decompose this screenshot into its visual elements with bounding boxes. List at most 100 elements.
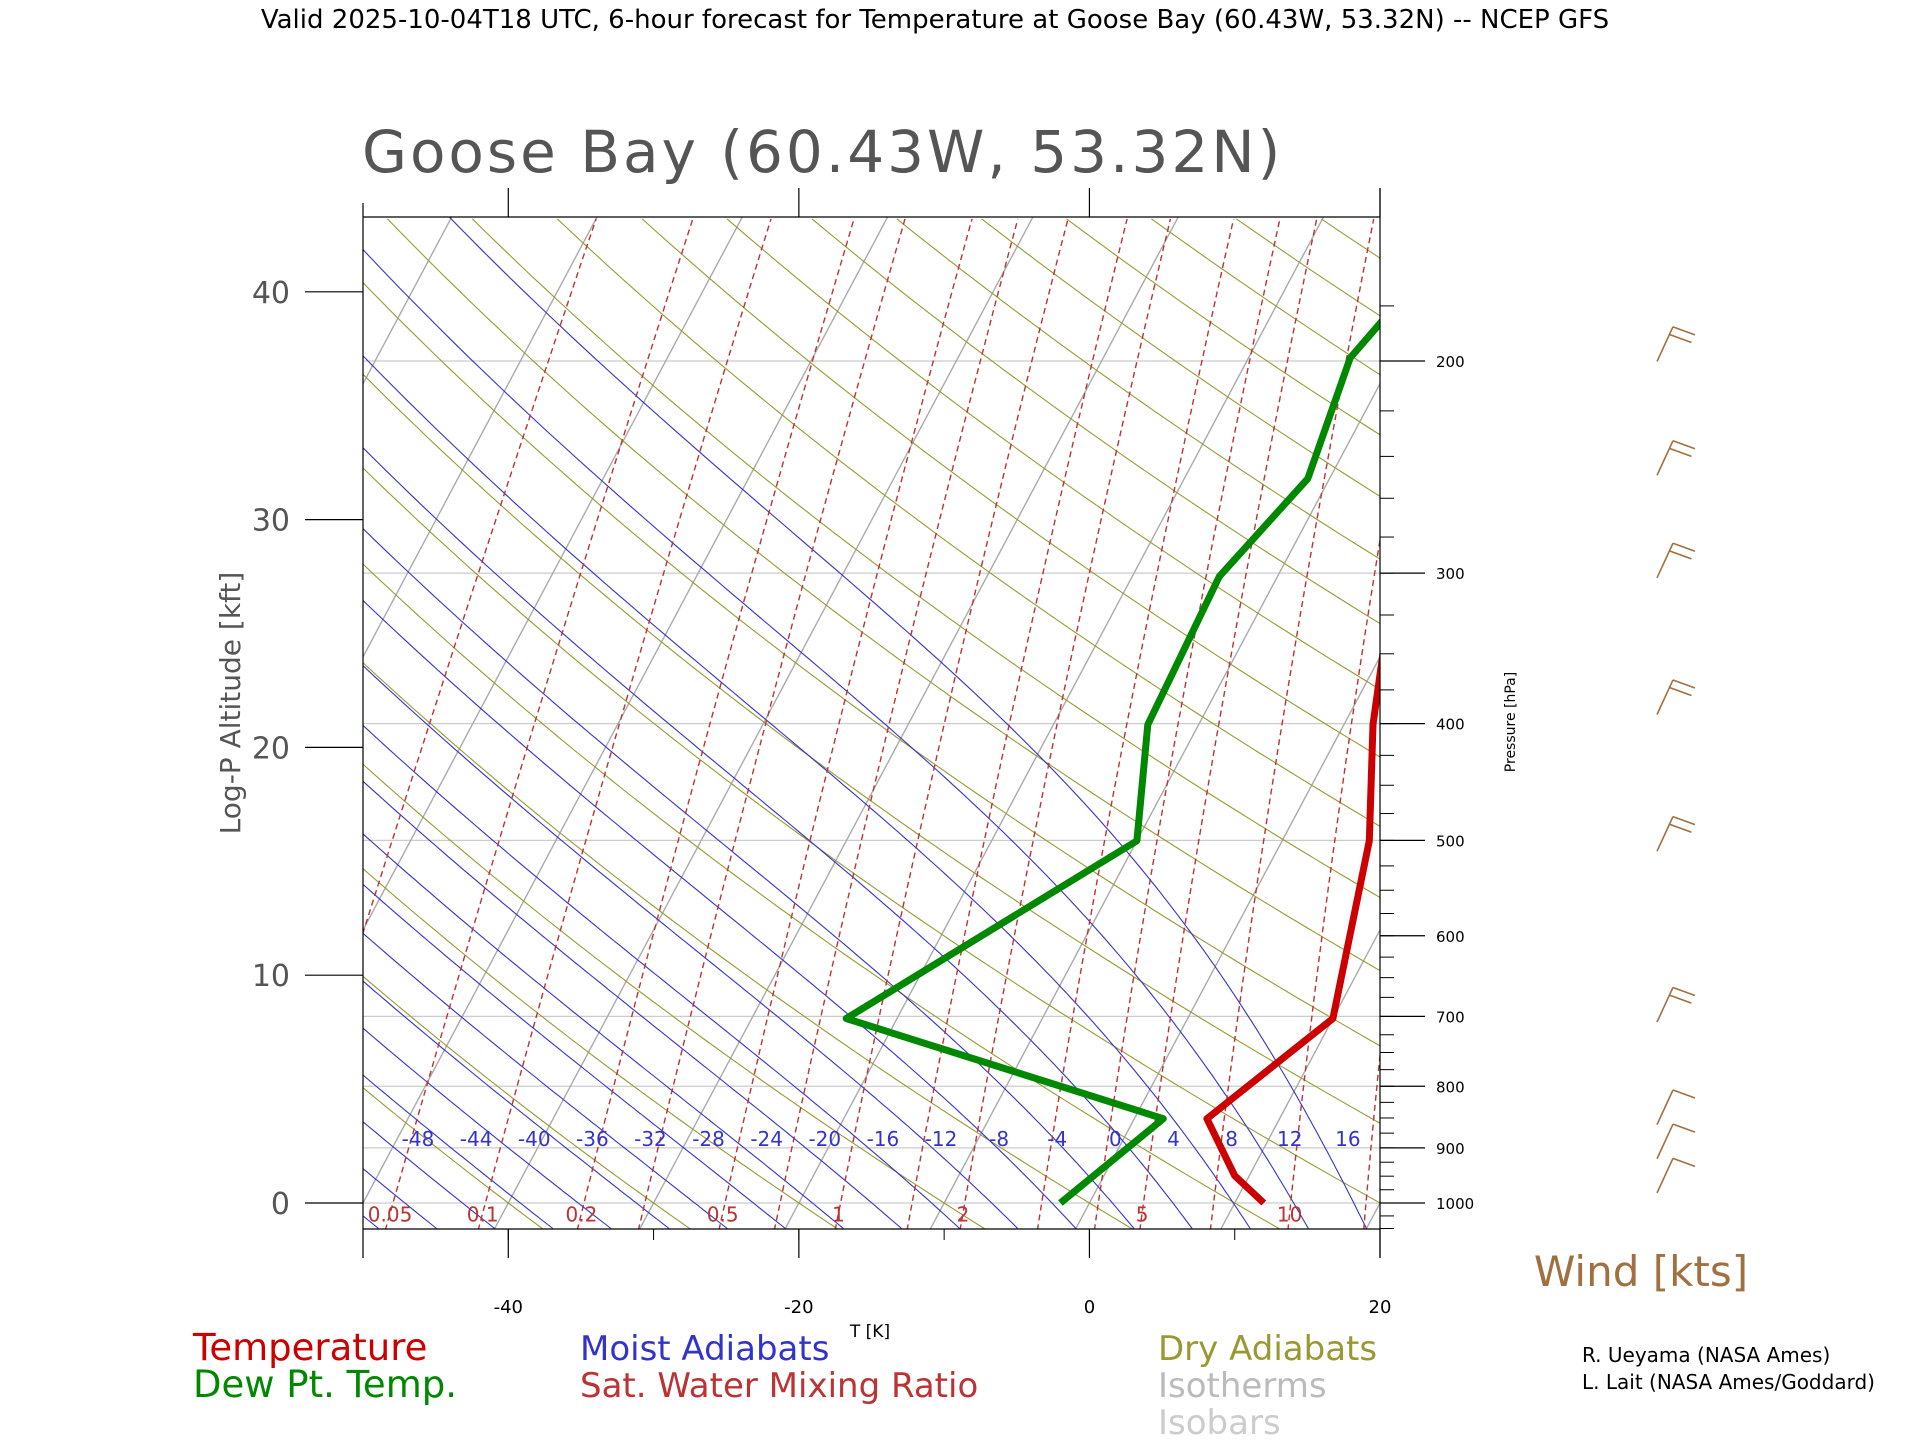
moist-adiabat-label: 12 [1277, 1127, 1302, 1151]
dry-adiabat-line [1066, 218, 1380, 436]
isotherm-line [1074, 655, 1380, 1229]
dry-adiabat-line [811, 218, 1380, 625]
mixing-ratio-lines [363, 218, 1380, 1229]
moist-adiabat-label: -32 [634, 1127, 667, 1151]
wind-barb-staff [1656, 1157, 1674, 1194]
wind-barb-flag [1672, 1089, 1696, 1099]
moist-adiabat-label: -20 [808, 1127, 841, 1151]
mixing-ratio-label: 10 [1277, 1202, 1302, 1226]
isotherm-line [929, 382, 1380, 1229]
background-labels: -48 -44 -40 -36 -32 -28 -24 -20 -16 -12 -8 -4 0 4 8 12 1… [368, 1127, 1361, 1226]
y-tick-label: 10 [252, 959, 290, 994]
dry-adiabat-line [363, 467, 1380, 1204]
isotherm-line [0, 178, 327, 1249]
background-lines [0, 167, 1920, 1249]
x-tick-label: -40 [494, 1297, 523, 1318]
moist-adiabat-line [363, 980, 670, 1229]
dry-adiabat-line [1151, 218, 1380, 376]
dry-adiabat-line [363, 563, 1281, 1229]
mixing-ratio-line [363, 218, 597, 936]
moist-adiabat-line [363, 1027, 612, 1229]
dry-adiabat-line [387, 218, 1380, 972]
mixing-ratio-line [1036, 218, 1235, 1229]
mixing-ratio-label: 1 [832, 1202, 845, 1226]
moist-adiabat-line [363, 833, 844, 1229]
wind-barb-staff [1656, 542, 1674, 579]
moist-adiabat-line [363, 447, 1193, 1229]
mixing-ratio-label: 2 [957, 1202, 970, 1226]
dry-adiabat-line [1236, 218, 1380, 317]
dry-adiabat-line [641, 218, 1380, 758]
y-axis-ticks: 0 10 20 30 40 [252, 276, 363, 1222]
p-tick-label: 800 [1436, 1078, 1465, 1096]
wind-barb-flag [1672, 326, 1696, 336]
moist-adiabat-label: 8 [1225, 1127, 1238, 1151]
dry-adiabat-line [363, 975, 692, 1229]
wind-barb-flag [1669, 333, 1692, 344]
mixing-ratio-label: 0.1 [467, 1202, 499, 1226]
wind-barb-flag [1672, 439, 1696, 450]
dry-adiabats [363, 218, 1380, 1229]
mixing-ratio-labels: 0.05 0.1 0.2 0.5 1 2 5 10 [368, 1202, 1303, 1226]
x-tick-label: 0 [1084, 1297, 1095, 1318]
mixing-ratio-line [906, 218, 1128, 1229]
legend-dewpoint: Dew Pt. Temp. [193, 1363, 457, 1406]
mixing-ratio-line [1287, 535, 1380, 1229]
legend-isotherms: Isotherms [1158, 1366, 1327, 1406]
wind-barb-staff [1656, 816, 1674, 852]
moist-adiabat-line [363, 780, 902, 1229]
moist-adiabat-label: 4 [1167, 1127, 1180, 1151]
x-axis-label: T [K] [849, 1322, 890, 1342]
legend: Temperature Dew Pt. Temp. Moist Adiabats… [192, 1326, 1377, 1440]
mixing-ratio-label: 5 [1136, 1202, 1149, 1226]
mixing-ratio-line [637, 218, 906, 1229]
moist-adiabat-line [363, 527, 1135, 1229]
isotherm-line [363, 217, 453, 386]
moist-adiabat-label: -44 [460, 1127, 493, 1151]
moist-adiabat-label: -28 [692, 1127, 725, 1151]
wind-barb-flag [1669, 686, 1692, 697]
p-tick-label: 200 [1436, 353, 1465, 371]
wind-barb-flag [1672, 986, 1696, 997]
moist-adiabat-line [363, 1074, 554, 1229]
moist-adiabat-line [363, 883, 786, 1229]
pressure-axis-ticks: 1000 900 800 700 600 500 400 300 200 [1380, 305, 1474, 1230]
y-tick-label: 0 [271, 1187, 290, 1222]
legend-mixing-ratio: Sat. Water Mixing Ratio [580, 1366, 978, 1406]
legend-temperature: Temperature [192, 1326, 427, 1369]
legend-moist-adiabats: Moist Adiabats [580, 1329, 829, 1369]
dry-adiabat-line [726, 218, 1380, 691]
wind-barb-flag [1672, 679, 1696, 689]
moist-adiabat-line [363, 355, 1251, 1229]
isotherm-line [784, 217, 1325, 1229]
isotherm-line [1220, 928, 1380, 1229]
dry-adiabat-line [363, 867, 839, 1229]
moist-adiabat-line [0, 167, 320, 1229]
wind-barb-flag [1672, 815, 1696, 826]
legend-isobars: Isobars [1158, 1403, 1281, 1440]
wind-barb-flag [1672, 1157, 1696, 1168]
p-tick-label: 400 [1436, 716, 1465, 734]
mixing-ratio-line [834, 218, 1069, 1229]
mixing-ratio-label: 0.05 [368, 1202, 413, 1226]
isotherm-line [1646, 178, 1920, 1249]
moist-adiabat-label: 0 [1109, 1127, 1122, 1151]
mixing-ratio-line [718, 218, 973, 1229]
moist-adiabat-label: -36 [576, 1127, 609, 1151]
p-tick-label: 600 [1436, 928, 1465, 946]
legend-dry-adiabats: Dry Adiabats [1158, 1329, 1377, 1369]
dry-adiabat-line [981, 218, 1380, 497]
wind-barb-flag [1672, 1123, 1696, 1133]
mixing-ratio-line [1363, 1048, 1380, 1229]
x-tick-label: 20 [1369, 1297, 1392, 1318]
moist-adiabat-line [363, 664, 1019, 1229]
chart-title: Goose Bay (60.43W, 53.32N) [362, 118, 1283, 186]
p-tick-label: 1000 [1436, 1195, 1474, 1213]
x-tick-label: -20 [784, 1297, 813, 1318]
dewpoint-line [842, 317, 1380, 1206]
y-tick-label: 30 [252, 504, 290, 539]
wind-barbs [1656, 326, 1696, 1194]
moist-adiabat-label: -8 [989, 1127, 1009, 1151]
